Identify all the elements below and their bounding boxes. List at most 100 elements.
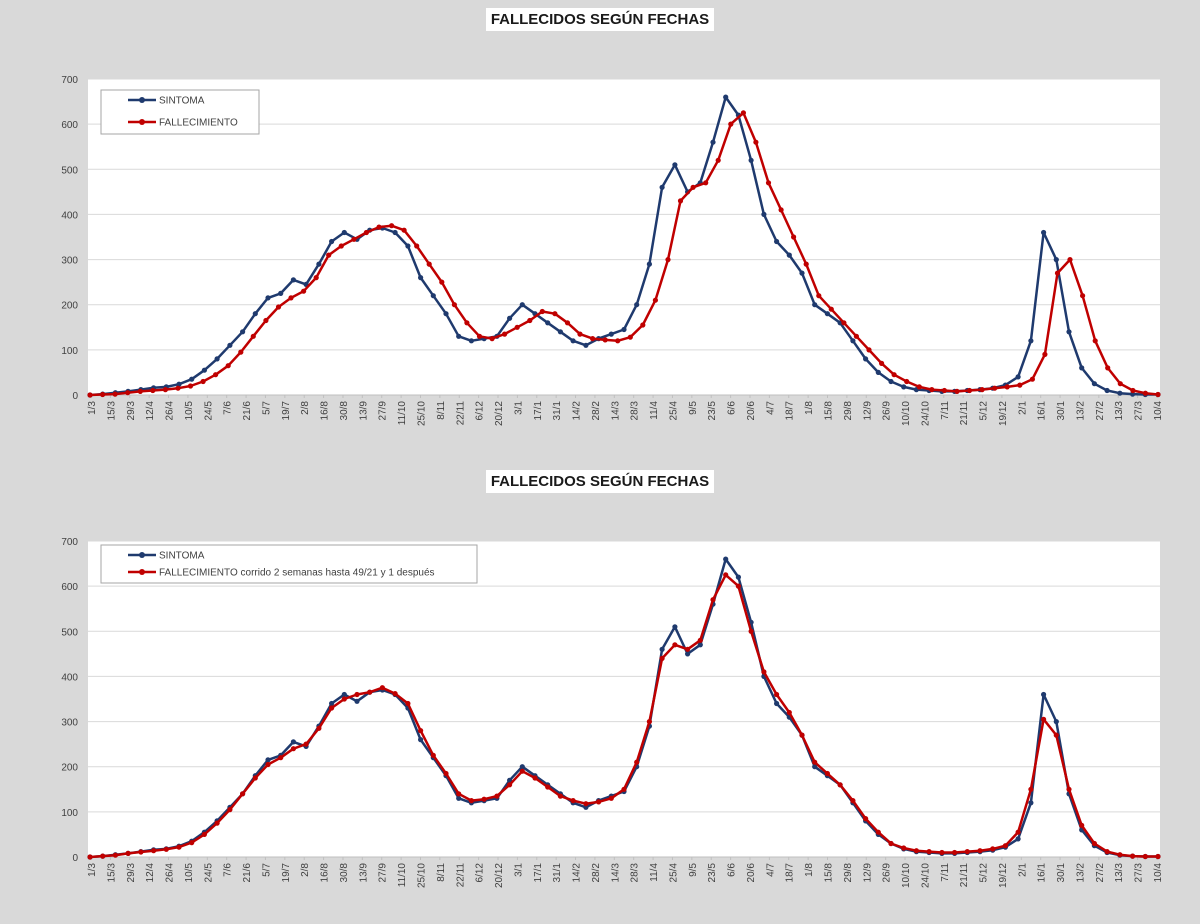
data-point <box>363 229 369 236</box>
x-tick-label: 14/2 <box>572 863 583 883</box>
data-point <box>723 94 729 100</box>
data-point <box>238 349 244 355</box>
data-point <box>774 691 780 698</box>
data-point <box>151 848 157 854</box>
data-point <box>828 306 834 312</box>
data-point <box>685 651 691 657</box>
x-tick-label: 10/4 <box>1153 401 1164 421</box>
data-point <box>1092 338 1098 344</box>
data-point <box>430 752 436 758</box>
data-point <box>901 845 907 851</box>
x-tick-label: 29/3 <box>126 401 137 421</box>
x-tick-label: 1/8 <box>804 401 815 415</box>
data-point <box>392 229 398 236</box>
data-point <box>863 816 869 822</box>
data-point <box>1002 843 1009 849</box>
data-point <box>748 157 754 163</box>
data-point <box>761 669 767 675</box>
data-point <box>979 387 985 393</box>
data-point <box>1105 365 1111 371</box>
data-point <box>176 844 182 850</box>
data-point <box>275 304 282 310</box>
data-point <box>583 801 589 807</box>
y-tick-label: 0 <box>72 853 78 864</box>
data-point <box>201 831 207 837</box>
data-point <box>608 331 614 337</box>
data-point <box>672 162 678 168</box>
data-point <box>748 628 754 634</box>
x-tick-label: 30/1 <box>1056 401 1067 421</box>
y-tick-label: 600 <box>61 582 78 593</box>
data-point <box>659 646 665 652</box>
data-point <box>863 356 869 362</box>
x-tick-label: 11/4 <box>649 401 660 420</box>
data-point <box>939 849 945 856</box>
x-tick-label: 23/5 <box>707 401 718 421</box>
x-tick-label: 16/8 <box>320 401 331 421</box>
data-point <box>468 338 474 344</box>
x-tick-label: 16/1 <box>1037 863 1048 883</box>
data-point <box>290 746 296 752</box>
x-tick-label: 12/4 <box>145 401 156 421</box>
data-point <box>1041 229 1047 236</box>
data-point <box>341 691 347 698</box>
x-tick-label: 13/2 <box>1075 401 1086 421</box>
data-point <box>489 336 495 342</box>
data-point <box>539 308 545 315</box>
data-point <box>627 334 633 340</box>
data-point <box>812 302 818 308</box>
data-point <box>608 795 614 801</box>
x-tick-label: 18/7 <box>785 401 796 421</box>
x-tick-label: 2/1 <box>1017 863 1028 877</box>
x-tick-label: 12/9 <box>862 863 873 883</box>
data-point <box>326 252 332 258</box>
data-point <box>1142 853 1148 860</box>
data-point <box>376 224 382 230</box>
data-point <box>646 719 653 725</box>
data-point <box>1079 822 1085 828</box>
data-point <box>545 320 551 326</box>
x-tick-label: 10/4 <box>1153 863 1164 883</box>
data-point <box>824 311 831 317</box>
x-tick-label: 24/5 <box>203 401 214 421</box>
data-point <box>313 275 319 281</box>
data-point <box>502 331 508 337</box>
data-point <box>697 637 703 643</box>
y-tick-label: 500 <box>61 165 78 176</box>
data-point <box>926 849 932 855</box>
x-tick-label: 11/10 <box>397 863 408 888</box>
data-point <box>125 850 131 856</box>
data-point <box>672 624 678 630</box>
x-tick-label: 10/10 <box>901 863 912 888</box>
x-tick-label: 16/8 <box>320 863 331 883</box>
data-point <box>1041 691 1047 698</box>
line-chart-1: 0 100 200 300 400 500 600 700 1/3 15/3 29/3 12/4 26/… <box>61 75 1164 426</box>
y-tick-label: 100 <box>61 346 78 357</box>
x-tick-label: 11/10 <box>397 401 408 426</box>
data-point <box>888 840 894 847</box>
data-point <box>240 791 246 797</box>
data-point <box>527 317 533 324</box>
legend-swatch-marker <box>139 119 145 125</box>
x-tick-label: 19/7 <box>281 401 292 421</box>
data-point <box>966 387 973 394</box>
y-tick-label: 400 <box>61 672 78 683</box>
data-point <box>1066 786 1072 792</box>
data-point <box>786 252 792 258</box>
x-tick-label: 24/10 <box>920 401 931 426</box>
data-point <box>439 279 445 285</box>
chart-panel-1: FALLECIDOS SEGÚN FECHAS 0 100 200 300 400 500… <box>61 8 1164 427</box>
data-point <box>646 261 653 267</box>
data-point <box>954 388 960 394</box>
data-point <box>735 574 742 580</box>
data-point <box>1104 849 1110 855</box>
data-point <box>990 846 996 852</box>
data-point <box>514 324 520 330</box>
data-point <box>545 784 551 790</box>
data-point <box>888 378 894 385</box>
data-point <box>213 372 219 378</box>
data-point <box>778 207 784 213</box>
x-tick-label: 20/12 <box>494 401 505 426</box>
x-tick-label: 19/12 <box>998 401 1009 426</box>
x-tick-label: 29/3 <box>126 863 137 883</box>
